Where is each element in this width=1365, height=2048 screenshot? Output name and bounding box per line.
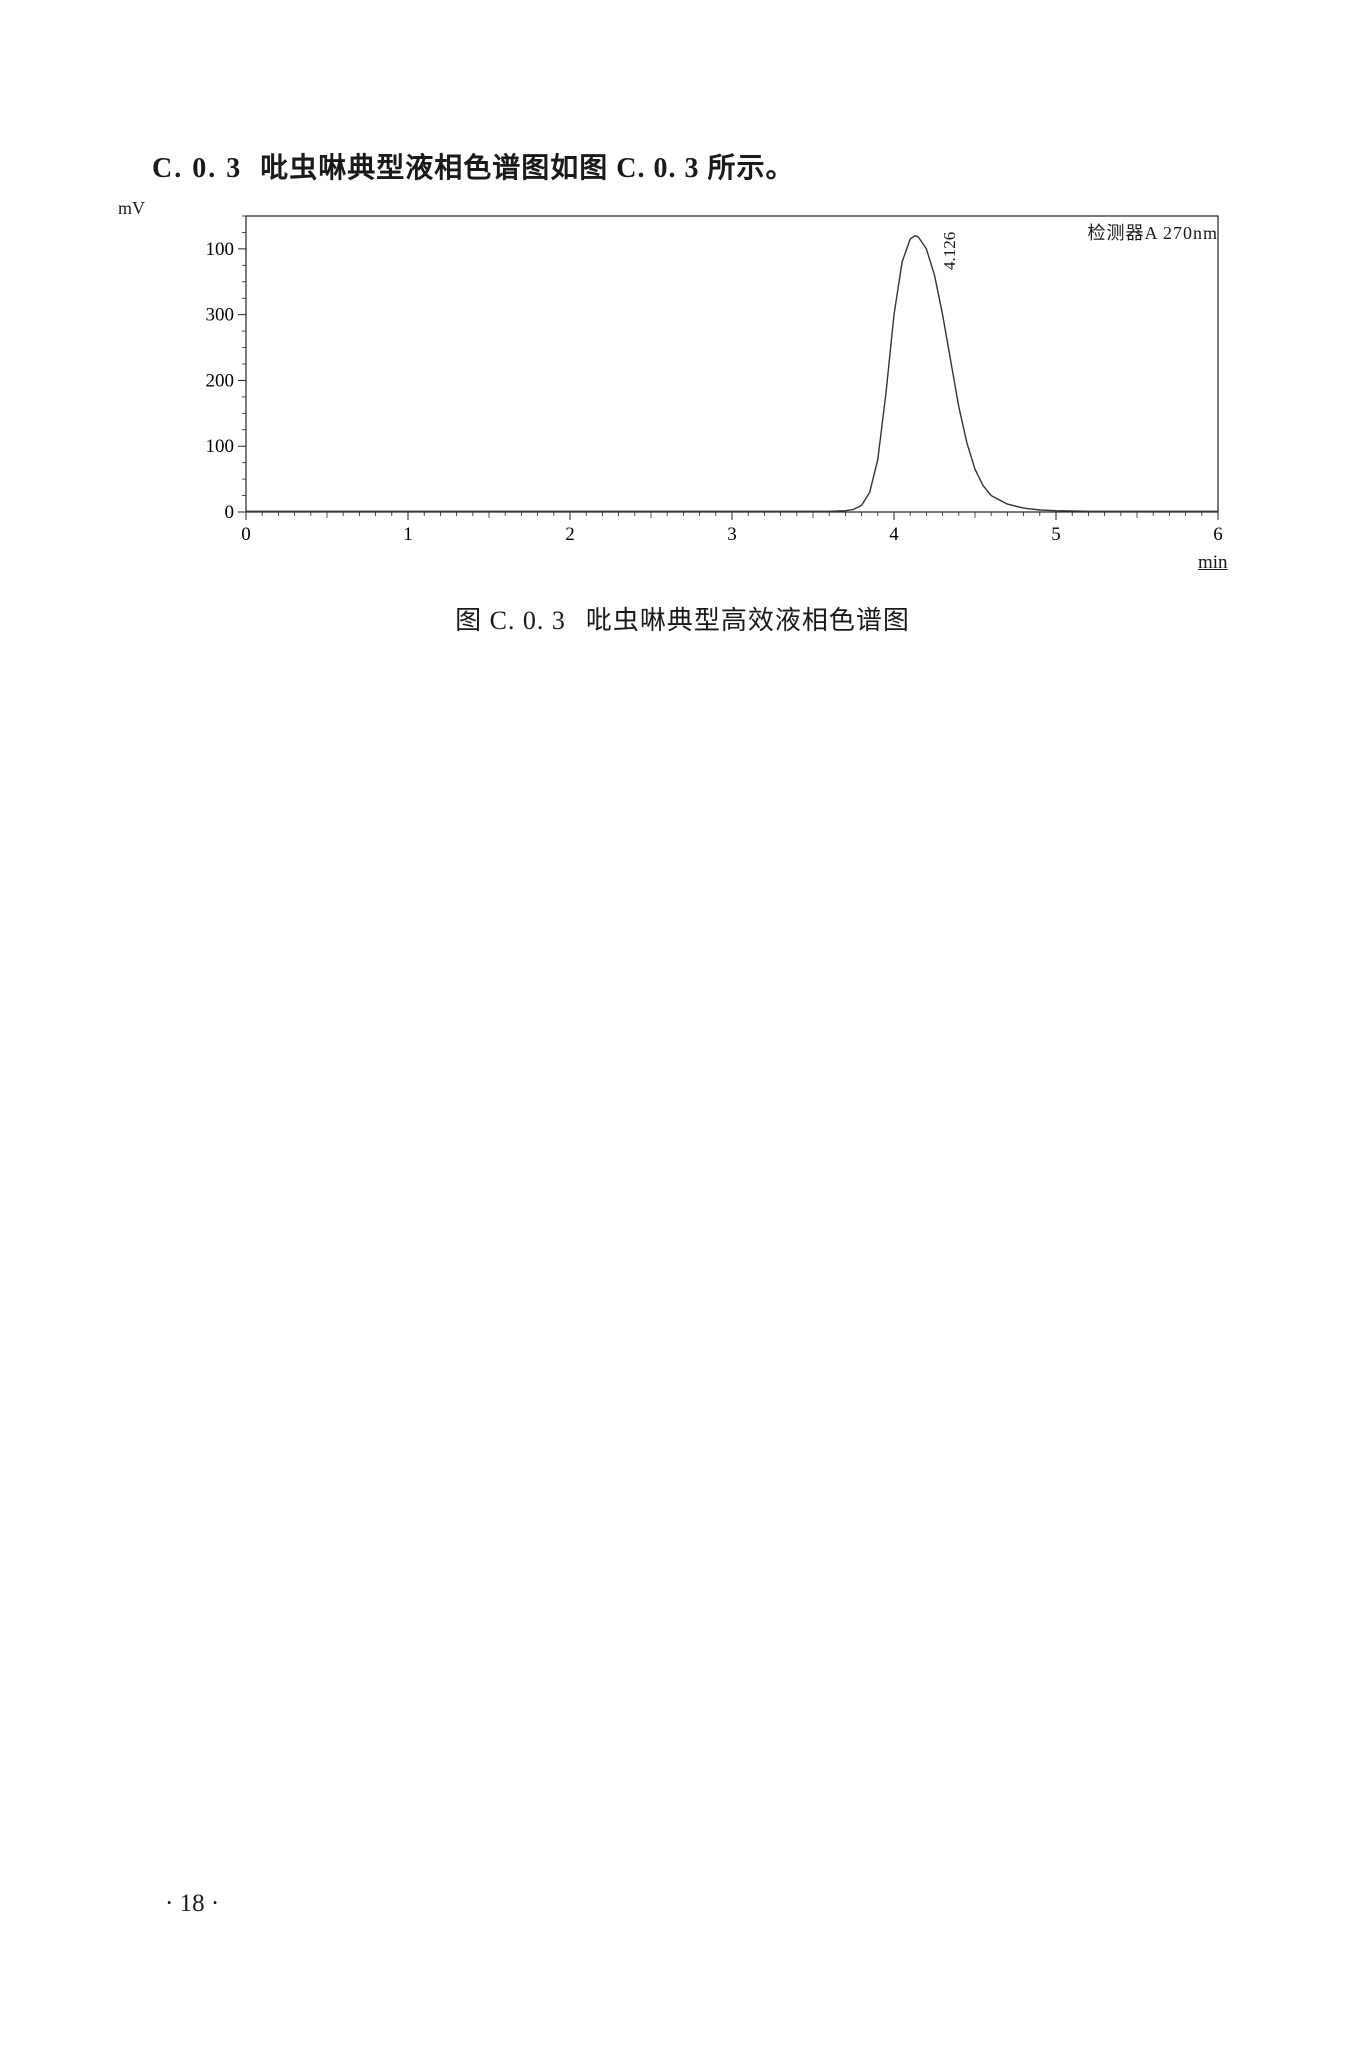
svg-text:3: 3	[727, 524, 737, 545]
figure-caption: 图 C. 0. 3 吡虫啉典型高效液相色谱图	[0, 600, 1365, 637]
svg-text:2: 2	[565, 524, 575, 545]
detector-label: 检测器A 270nm	[1087, 219, 1218, 245]
page-number: · 18 ·	[165, 1890, 219, 1918]
figure-caption-text: 吡虫啉典型高效液相色谱图	[586, 606, 910, 635]
svg-text:6: 6	[1213, 524, 1223, 545]
peak-retention-label: 4.126	[940, 232, 960, 270]
chart-svg: 0 100 200 300 100 0 1 2 3 4 5 6	[198, 210, 1228, 580]
svg-text:300: 300	[206, 305, 235, 326]
svg-text:100: 100	[206, 239, 235, 260]
svg-text:200: 200	[206, 370, 235, 391]
svg-text:100: 100	[206, 436, 235, 457]
svg-text:0: 0	[241, 524, 251, 545]
section-text: 吡虫啉典型液相色谱图如图 C. 0. 3 所示。	[260, 153, 794, 184]
figure-number: 图 C. 0. 3	[455, 606, 566, 635]
chromatogram-chart: 0 100 200 300 100 0 1 2 3 4 5 6 检测器A 270nm 4.126 mi…	[198, 210, 1228, 580]
section-header: C. 0. 3 吡虫啉典型液相色谱图如图 C. 0. 3 所示。	[152, 146, 794, 186]
svg-text:1: 1	[403, 524, 413, 545]
svg-text:0: 0	[225, 502, 235, 523]
svg-text:5: 5	[1051, 524, 1061, 545]
section-number: C. 0. 3	[152, 153, 242, 184]
x-axis-unit: min	[1198, 552, 1228, 574]
svg-text:4: 4	[889, 524, 899, 545]
y-axis-unit: mV	[118, 198, 145, 219]
